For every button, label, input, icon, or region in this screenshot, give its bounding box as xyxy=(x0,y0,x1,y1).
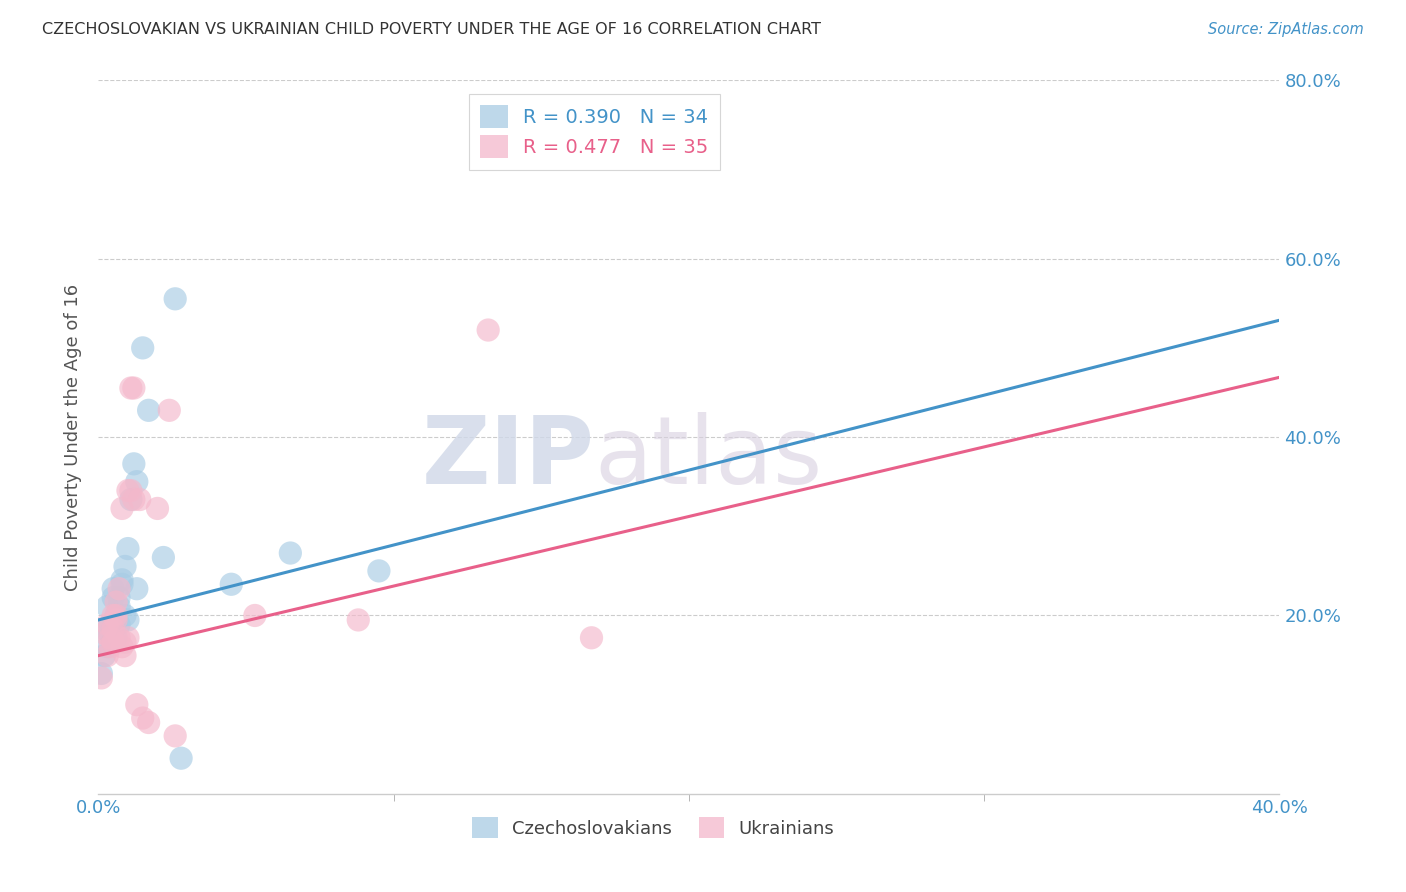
Point xyxy=(122,492,145,507)
Point xyxy=(111,640,134,654)
Point xyxy=(165,729,187,743)
Point xyxy=(221,577,243,591)
Point xyxy=(96,617,118,632)
Point xyxy=(105,608,128,623)
Point xyxy=(103,608,125,623)
Point xyxy=(108,631,131,645)
Point xyxy=(477,323,499,337)
Point xyxy=(114,635,136,649)
Point xyxy=(96,599,118,614)
Point xyxy=(165,292,187,306)
Point xyxy=(128,492,150,507)
Point xyxy=(93,622,115,636)
Point xyxy=(98,631,121,645)
Point xyxy=(90,671,112,685)
Point xyxy=(114,559,136,574)
Point xyxy=(108,582,131,596)
Point xyxy=(581,631,603,645)
Point xyxy=(105,595,128,609)
Point xyxy=(117,541,139,556)
Point xyxy=(114,608,136,623)
Point xyxy=(125,475,148,489)
Point xyxy=(103,622,125,636)
Point xyxy=(114,648,136,663)
Point xyxy=(368,564,391,578)
Point xyxy=(132,711,155,725)
Point xyxy=(105,608,128,623)
Point xyxy=(90,666,112,681)
Text: ZIP: ZIP xyxy=(422,412,595,505)
Point xyxy=(108,599,131,614)
Point xyxy=(93,648,115,663)
Legend: Czechoslovakians, Ukrainians: Czechoslovakians, Ukrainians xyxy=(465,810,842,846)
Point xyxy=(125,698,148,712)
Point xyxy=(117,631,139,645)
Point xyxy=(280,546,302,560)
Point xyxy=(103,635,125,649)
Point xyxy=(120,381,142,395)
Y-axis label: Child Poverty Under the Age of 16: Child Poverty Under the Age of 16 xyxy=(65,284,83,591)
Point xyxy=(96,648,118,663)
Point xyxy=(108,591,131,605)
Text: Source: ZipAtlas.com: Source: ZipAtlas.com xyxy=(1208,22,1364,37)
Text: CZECHOSLOVAKIAN VS UKRAINIAN CHILD POVERTY UNDER THE AGE OF 16 CORRELATION CHART: CZECHOSLOVAKIAN VS UKRAINIAN CHILD POVER… xyxy=(42,22,821,37)
Point xyxy=(105,613,128,627)
Point xyxy=(98,626,121,640)
Point xyxy=(103,635,125,649)
Point xyxy=(103,582,125,596)
Point xyxy=(243,608,266,623)
Point xyxy=(125,582,148,596)
Point xyxy=(117,483,139,498)
Point xyxy=(98,617,121,632)
Text: atlas: atlas xyxy=(595,412,823,505)
Point xyxy=(157,403,180,417)
Point xyxy=(152,550,174,565)
Point xyxy=(347,613,370,627)
Point xyxy=(117,613,139,627)
Point xyxy=(111,577,134,591)
Point xyxy=(105,613,128,627)
Point xyxy=(98,640,121,654)
Point xyxy=(93,626,115,640)
Point xyxy=(111,501,134,516)
Point xyxy=(170,751,193,765)
Point xyxy=(103,591,125,605)
Point xyxy=(108,617,131,632)
Point xyxy=(132,341,155,355)
Point xyxy=(105,631,128,645)
Point xyxy=(120,483,142,498)
Point xyxy=(138,715,160,730)
Point xyxy=(146,501,169,516)
Point xyxy=(111,573,134,587)
Point xyxy=(120,492,142,507)
Point xyxy=(122,381,145,395)
Point xyxy=(138,403,160,417)
Point xyxy=(122,457,145,471)
Point xyxy=(96,640,118,654)
